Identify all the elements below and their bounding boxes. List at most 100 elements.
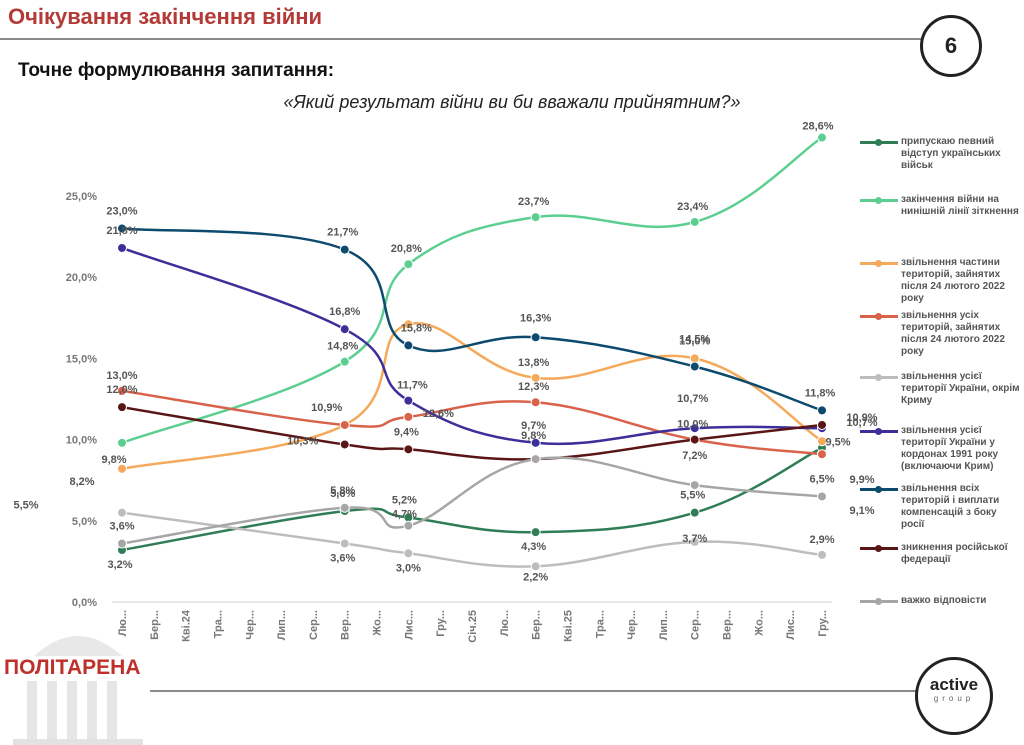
data-point: [817, 132, 827, 143]
data-point: [403, 444, 414, 455]
legend-label: звільнення частини територій, зайнятих п…: [901, 257, 1005, 304]
data-point: [403, 548, 414, 559]
legend-item: звільнення усієї території України, окрі…: [860, 371, 1020, 407]
y-tick-label: 25,0%: [66, 191, 97, 203]
legend-swatch: [860, 136, 898, 148]
legend-swatch: [860, 595, 898, 607]
series-line: [121, 227, 823, 412]
data-label: 5,5%: [680, 490, 705, 502]
legend-item: звільнення усіх територій, зайнятих післ…: [860, 310, 1020, 358]
data-label: 10,9%: [846, 412, 877, 424]
legend-swatch: [860, 194, 898, 206]
x-tick-label: Січ.25: [467, 610, 479, 643]
x-tick-label: Сер...: [690, 610, 702, 640]
legend-item: зникнення російської федерації: [860, 542, 1020, 566]
data-label: 6,5%: [809, 473, 834, 485]
header-divider: [0, 38, 938, 40]
data-label: 15,8%: [401, 322, 432, 334]
politarena-building-logo: [13, 636, 143, 745]
legend-swatch: [860, 425, 898, 437]
data-label: 10,0%: [677, 419, 708, 431]
data-label: 10,7%: [846, 417, 877, 429]
x-tick-label: Жо...: [753, 610, 765, 637]
legend-label: звільнення усіх територій, зайнятих післ…: [901, 310, 1005, 357]
data-point: [689, 434, 700, 445]
data-label: 9,8%: [521, 430, 546, 442]
data-label: 12,0%: [106, 384, 137, 396]
legend-item: припускаю певний відступ українських вій…: [860, 136, 1020, 172]
x-tick-label: Тра...: [212, 610, 224, 638]
data-point: [117, 242, 127, 253]
data-point: [689, 216, 700, 227]
y-tick-label: 20,0%: [66, 272, 97, 284]
x-tick-label: Лип...: [658, 610, 670, 640]
data-label: 3,7%: [682, 533, 707, 545]
legend-swatch: [860, 542, 898, 554]
data-label: 13,8%: [518, 357, 549, 369]
legend-label: зникнення російської федерації: [901, 542, 1008, 565]
data-point: [403, 395, 414, 406]
data-label: 12,3%: [518, 381, 549, 393]
data-point: [117, 463, 127, 474]
data-label: 10,7%: [677, 393, 708, 405]
x-tick-label: Гру...: [435, 610, 447, 637]
x-tick-label: Лю...: [499, 610, 511, 636]
legend-swatch: [860, 483, 898, 495]
legend-swatch: [860, 257, 898, 269]
data-label: 10,9%: [311, 402, 342, 414]
data-point: [117, 402, 127, 413]
data-label: 5,8%: [330, 485, 355, 497]
data-point: [530, 527, 541, 538]
data-point: [817, 419, 827, 430]
data-label: 4,3%: [521, 541, 546, 553]
page-title: Очікування закінчення війни: [8, 4, 323, 29]
series-line: [121, 246, 823, 446]
data-point: [530, 437, 541, 448]
data-label: 16,8%: [329, 306, 360, 318]
x-tick-label: Лю...: [117, 610, 129, 636]
data-point: [817, 449, 827, 460]
x-tick-label: Бер...: [149, 610, 161, 640]
data-point: [530, 454, 541, 465]
data-label: 2,9%: [809, 534, 834, 546]
data-point: [339, 356, 350, 367]
series-line: [121, 511, 823, 568]
data-point: [530, 561, 541, 572]
data-point: [403, 319, 414, 330]
data-point: [530, 212, 541, 223]
data-label: 3,0%: [396, 562, 421, 574]
data-point: [403, 520, 414, 531]
legend-item: важко відповісти: [860, 595, 1020, 607]
data-label: 8,2%: [69, 476, 94, 488]
data-point: [689, 423, 700, 434]
data-point: [817, 491, 827, 502]
data-point: [530, 332, 541, 343]
x-tick-label: Гру...: [817, 610, 829, 637]
x-tick-label: Вер...: [340, 610, 352, 640]
data-label: 21,7%: [327, 227, 358, 239]
x-tick-label: Бер...: [531, 610, 543, 640]
question-text: «Який результат війни ви би вважали прий…: [0, 92, 1024, 113]
data-point: [117, 223, 127, 234]
data-point: [689, 361, 700, 372]
data-label: 20,8%: [391, 243, 422, 255]
data-label: 23,4%: [677, 201, 708, 213]
data-point: [117, 507, 127, 518]
x-tick-label: Вер...: [722, 610, 734, 640]
data-label: 11,8%: [805, 387, 836, 399]
data-point: [689, 480, 700, 491]
data-label: 9,5%: [825, 437, 850, 449]
data-label: 9,7%: [521, 420, 546, 432]
x-tick-label: Лип...: [276, 610, 288, 640]
data-point: [817, 549, 827, 560]
data-point: [817, 436, 827, 447]
legend-swatch: [860, 310, 898, 322]
data-point: [339, 419, 350, 430]
x-tick-label: Тра...: [594, 610, 606, 638]
active-group-logo: active group: [915, 657, 993, 735]
data-point: [403, 259, 414, 270]
data-point: [689, 507, 700, 518]
legend-label: припускаю певний відступ українських вій…: [901, 136, 1001, 171]
series-line: [121, 446, 823, 552]
politarena-logo-text: ПОЛІТАРЕНА: [4, 656, 154, 680]
